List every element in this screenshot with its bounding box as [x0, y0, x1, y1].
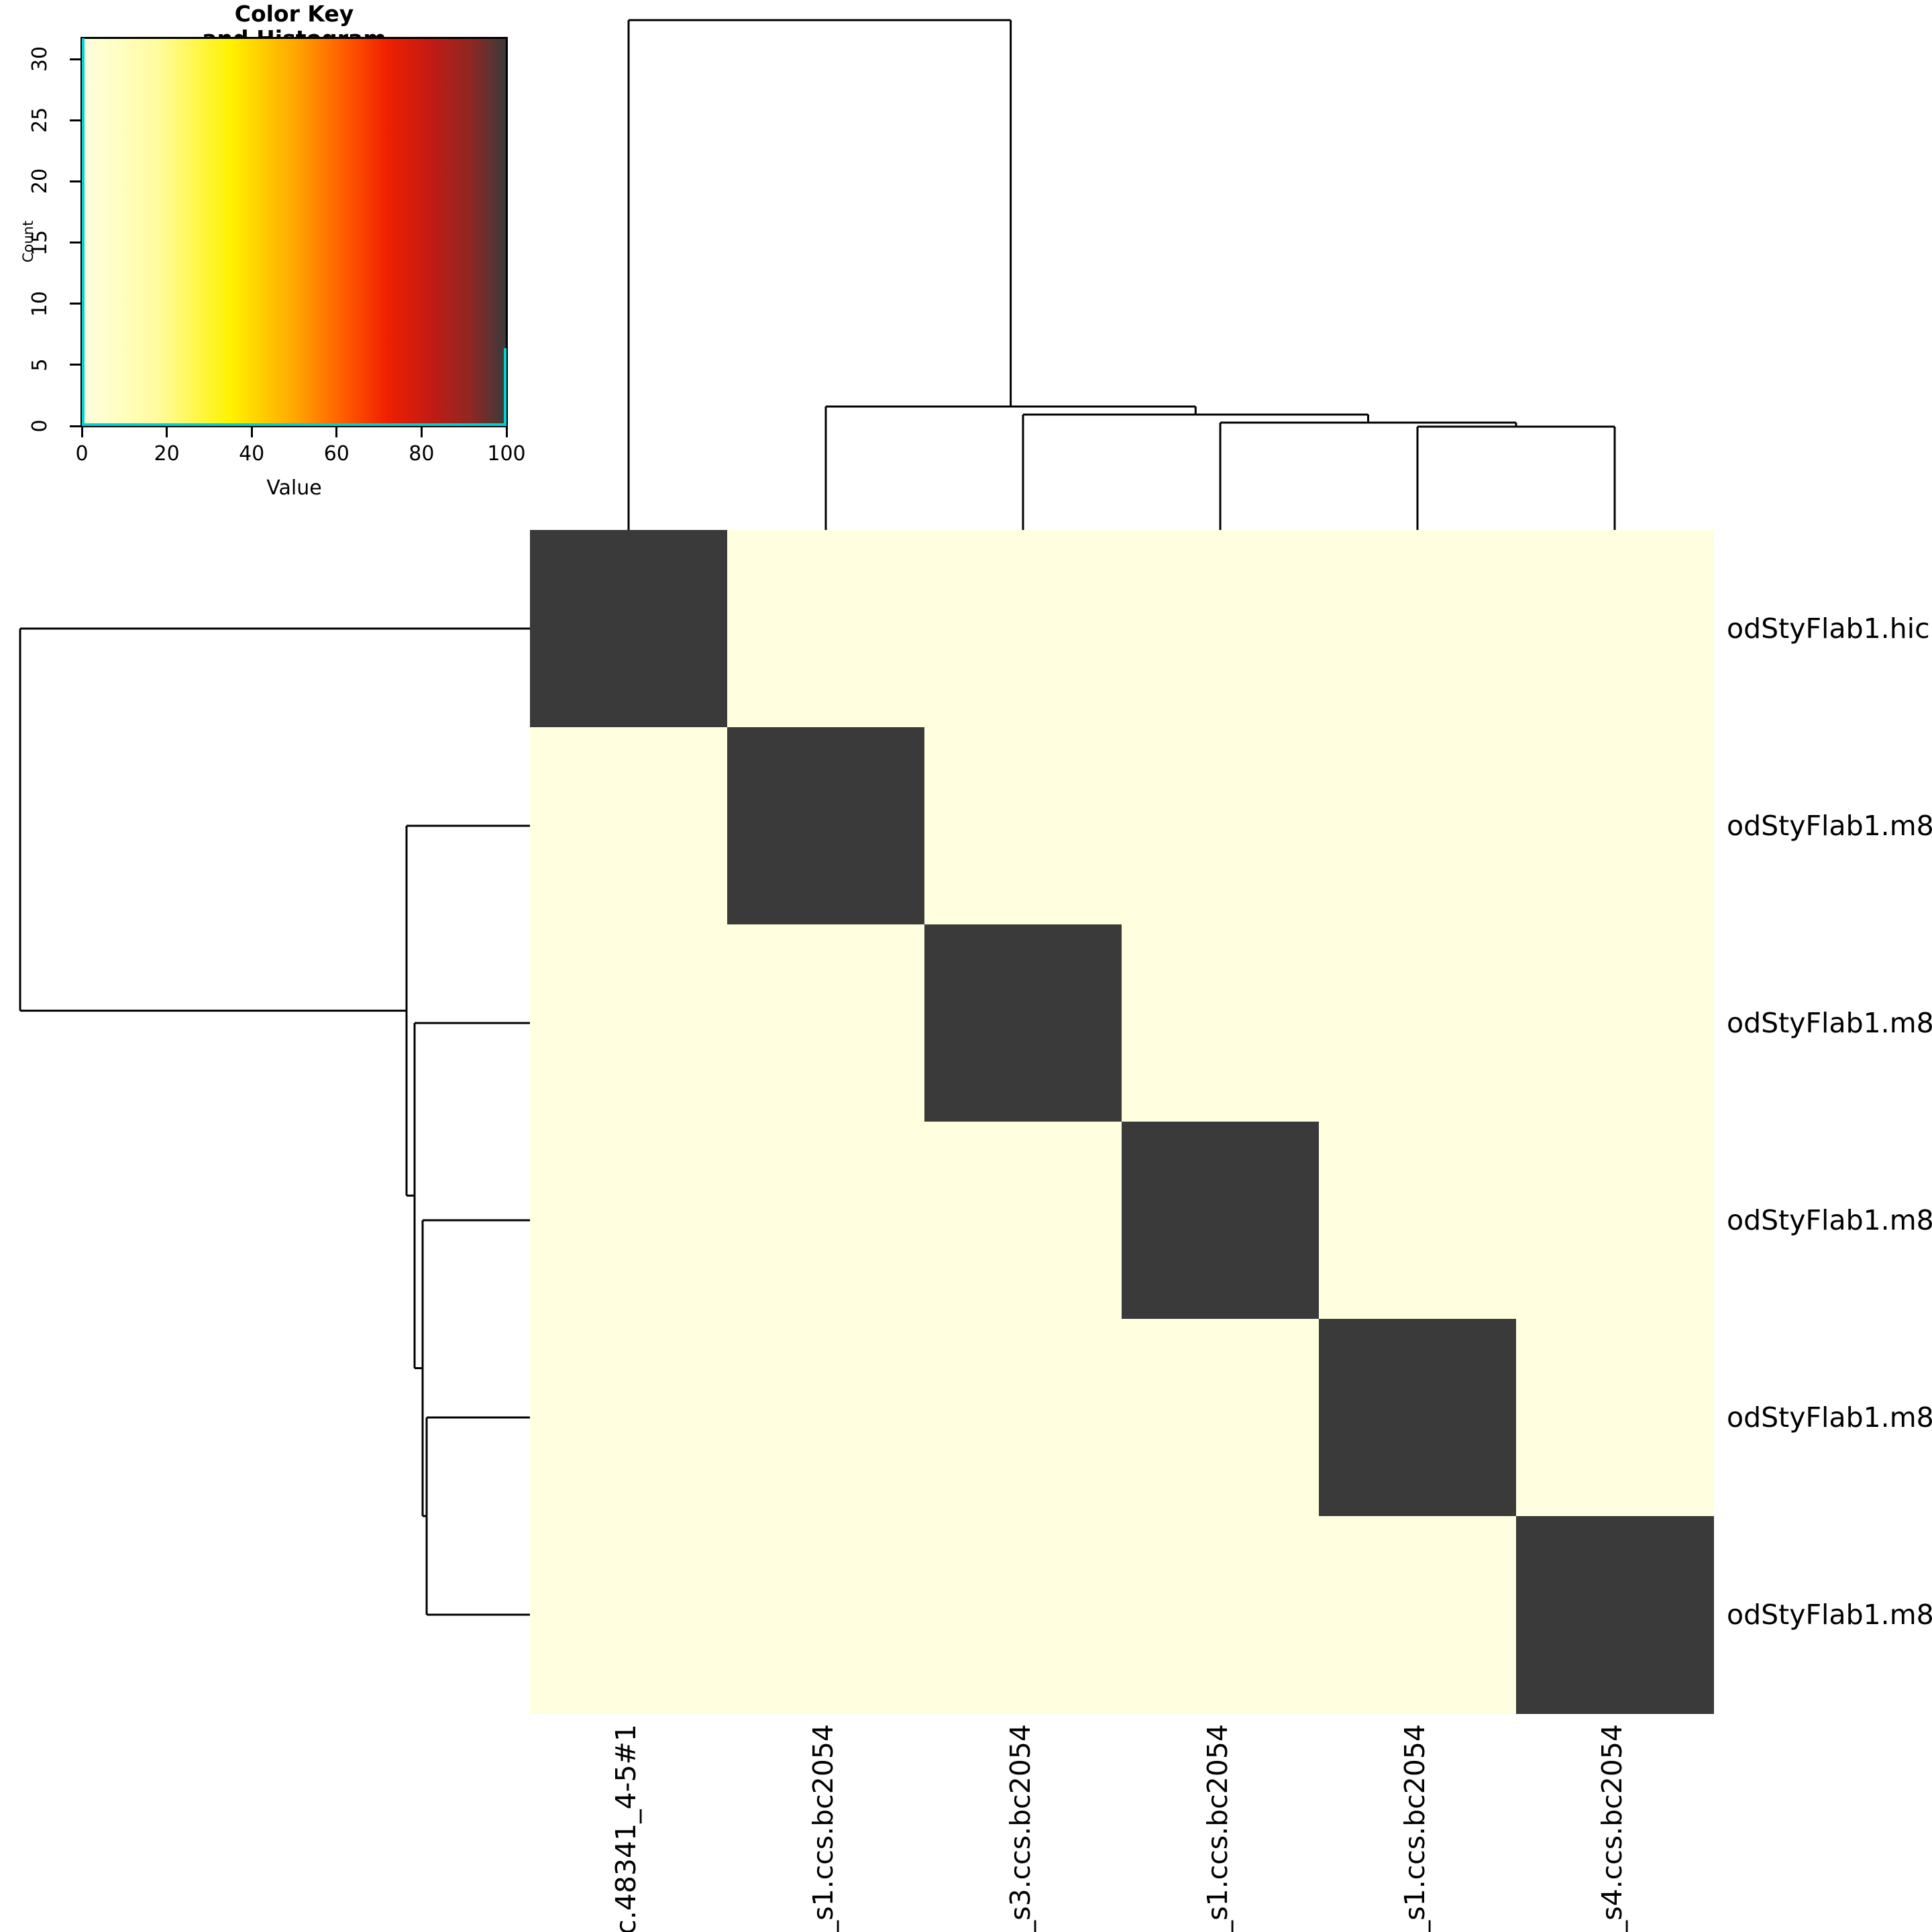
heatmap-cell: [530, 1122, 728, 1320]
heatmap-cell: [1319, 1516, 1517, 1714]
key-y-tick: [70, 241, 82, 244]
heatmap-cell: [1516, 1122, 1714, 1320]
heatmap-cell: [924, 1516, 1122, 1714]
heatmap-cell: [530, 1516, 728, 1714]
heatmap-cell: [924, 1319, 1122, 1517]
heatmap-cell: [530, 924, 728, 1122]
col-label: c.48341_4-5#1: [610, 1724, 642, 1932]
col-label: _s3.ccs.bc2054: [1004, 1724, 1036, 1932]
heatmap-cell: [727, 1319, 925, 1517]
key-x-tick-label: 40: [239, 442, 265, 466]
key-x-tick: [250, 426, 253, 437]
trace-right-spike: [504, 348, 506, 426]
key-x-tick-label: 60: [323, 442, 350, 466]
key-x-tick: [505, 426, 508, 437]
key-y-tick: [70, 119, 82, 121]
row-label: odStyFlab1.hic: [1727, 612, 1930, 645]
col-label: _s1.ccs.bc2054: [807, 1724, 839, 1932]
heatmap-cell: [1319, 1122, 1517, 1320]
key-y-tick: [70, 58, 82, 60]
heatmap-cell: [530, 727, 728, 925]
heatmap-cell: [1122, 1516, 1320, 1714]
row-label: odStyFlab1.m8: [1727, 810, 1932, 842]
key-x-tick-label: 80: [409, 442, 435, 466]
heatmap-cell: [530, 530, 728, 728]
row-label: odStyFlab1.m8: [1727, 1007, 1932, 1039]
heatmap-cell: [530, 1319, 728, 1517]
key-x-tick: [420, 426, 423, 437]
trace-baseline: [82, 423, 506, 426]
key-y-tick: [70, 364, 82, 366]
heatmap-cell: [727, 727, 925, 925]
key-x-tick-label: 100: [487, 442, 526, 466]
color-key-border: [80, 37, 508, 427]
heatmap-cell: [924, 924, 1122, 1122]
heatmap-cell: [924, 530, 1122, 728]
row-label: odStyFlab1.m8: [1727, 1204, 1932, 1236]
heatmap-cell: [1516, 1319, 1714, 1517]
heatmap-cell: [1319, 1319, 1517, 1517]
key-x-tick-label: 0: [75, 442, 89, 466]
key-y-tick: [70, 425, 82, 427]
heatmap-cell: [924, 1122, 1122, 1320]
heatmap-cell: [1319, 727, 1517, 925]
heatmap-cell: [1122, 924, 1320, 1122]
heatmap-cell: [1319, 924, 1517, 1122]
heatmap-cell: [1516, 727, 1714, 925]
key-x-tick: [166, 426, 168, 437]
heatmap-cell: [1516, 924, 1714, 1122]
heatmap-cell: [1122, 727, 1320, 925]
color-key-gradient: [83, 39, 506, 425]
row-label: odStyFlab1.m8: [1727, 1401, 1932, 1434]
key-y-tick: [70, 180, 82, 182]
heatmap-cell: [727, 1122, 925, 1320]
heatmap-cell: [727, 1516, 925, 1714]
heatmap-cell: [1122, 1122, 1320, 1320]
heatmap-cell: [924, 727, 1122, 925]
trace-left-spike: [82, 38, 85, 426]
heatmap-cell: [1122, 1319, 1320, 1517]
heatmap-cell: [1516, 1516, 1714, 1714]
col-label: _s1.ccs.bc2054: [1201, 1724, 1234, 1932]
key-x-tick-label: 20: [154, 442, 180, 466]
heatmap-cell: [1516, 530, 1714, 728]
heatmap-cell: [1319, 530, 1517, 728]
heatmap-cell: [727, 530, 925, 728]
key-x-tick: [335, 426, 338, 437]
col-label: _s1.ccs.bc2054: [1399, 1724, 1431, 1932]
col-label: _s4.ccs.bc2054: [1596, 1724, 1628, 1932]
row-label: odStyFlab1.m8: [1727, 1599, 1932, 1631]
color-key-title-line1: Color Key: [234, 1, 354, 27]
color-key-x-axis-title: Value: [266, 476, 322, 500]
heatmap-cell: [1122, 530, 1320, 728]
heatmap-cell: [727, 924, 925, 1122]
key-x-tick: [80, 426, 83, 437]
key-y-tick: [70, 303, 82, 305]
